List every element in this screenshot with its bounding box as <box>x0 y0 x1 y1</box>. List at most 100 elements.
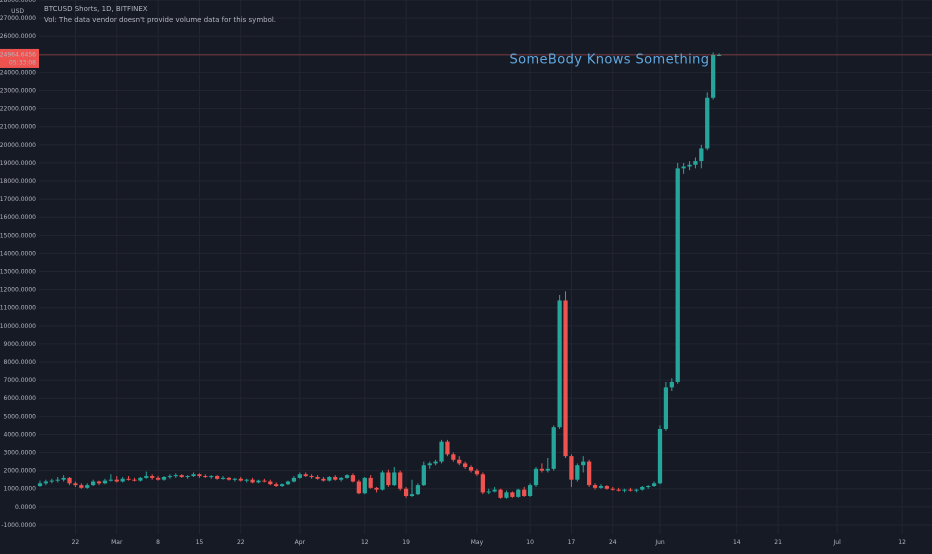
x-tick-label: 14 <box>733 539 741 546</box>
candle-body <box>215 476 220 479</box>
candles <box>37 52 722 499</box>
candle <box>132 477 137 482</box>
candle-body <box>569 456 574 480</box>
candle-body <box>315 476 320 479</box>
candle <box>705 92 710 151</box>
y-tick-label: 13000.0000 <box>0 269 36 276</box>
candle-body <box>232 478 237 480</box>
y-tick-label: 10000.0000 <box>0 323 36 330</box>
candle-body <box>138 477 143 481</box>
candle <box>409 479 415 497</box>
candle-body <box>203 476 208 478</box>
candle <box>640 486 645 491</box>
symbol-line[interactable]: BTCUSD Shorts, 1D, BITFINEX <box>44 5 148 13</box>
overlay: SomeBody Knows Something <box>39 53 932 68</box>
candle-body <box>463 463 468 468</box>
candle <box>120 476 125 483</box>
candle-body <box>480 474 485 493</box>
candle <box>37 480 43 487</box>
y-tick-label: 26000.0000 <box>0 33 36 40</box>
candle <box>646 485 651 489</box>
candle-body <box>374 487 379 490</box>
candle-body <box>303 474 308 477</box>
y-tick-label: 5000.0000 <box>4 413 37 420</box>
candle <box>350 473 356 483</box>
y-tick-label: 3000.0000 <box>4 450 37 457</box>
candle <box>209 475 214 479</box>
candle <box>67 476 72 486</box>
candle <box>61 475 66 482</box>
y-tick-label: 4000.0000 <box>4 431 37 438</box>
candle <box>516 488 521 498</box>
candle <box>587 459 592 487</box>
y-tick-label: 28000.0000 <box>0 0 36 4</box>
candle <box>114 476 119 483</box>
candle <box>592 483 598 490</box>
candle-body <box>486 491 491 493</box>
candle <box>651 481 657 487</box>
candle-body <box>256 480 261 483</box>
candle-body <box>539 468 545 471</box>
candle <box>439 439 444 464</box>
candle <box>49 478 54 484</box>
candle-body <box>179 475 184 477</box>
y-tick-label: 24000.0000 <box>0 69 36 76</box>
candle <box>244 478 249 483</box>
candle <box>711 52 716 100</box>
candle-body <box>516 489 521 497</box>
candle-body <box>91 481 96 486</box>
candle <box>427 461 432 469</box>
candle <box>557 295 562 430</box>
candle-body <box>167 476 173 478</box>
candle-body <box>675 168 680 382</box>
candle <box>598 484 604 489</box>
chart-annotation[interactable]: SomeBody Knows Something <box>509 53 709 68</box>
y-tick-label: 23000.0000 <box>0 88 36 95</box>
candle-body <box>693 161 698 165</box>
candle-body <box>651 483 657 487</box>
candle-body <box>102 480 108 484</box>
candle <box>315 475 320 480</box>
y-tick-label: 17000.0000 <box>0 196 36 203</box>
candle-body <box>333 476 338 480</box>
candle-body <box>173 475 178 477</box>
candle <box>569 454 574 487</box>
candle <box>362 476 367 495</box>
x-tick-label: Jul <box>833 539 842 546</box>
y-tick-label: 14000.0000 <box>0 250 36 257</box>
y-tick-label: 18000.0000 <box>0 178 36 185</box>
candle <box>215 475 220 480</box>
candle-body <box>344 475 350 478</box>
candle <box>297 472 302 479</box>
x-tick-label: 12 <box>898 539 906 546</box>
candle <box>474 468 480 477</box>
x-tick-label: 19 <box>402 539 410 546</box>
candle-body <box>380 472 385 490</box>
candle-body <box>474 470 480 475</box>
candle-body <box>581 461 586 466</box>
bar-countdown: 05:33:08 <box>9 59 36 66</box>
x-tick-label: Mar <box>111 539 123 546</box>
candle-body <box>79 485 84 488</box>
candle <box>102 478 108 485</box>
x-tick-label: 8 <box>156 539 160 546</box>
candle <box>533 467 539 487</box>
candle <box>480 472 485 495</box>
candle <box>43 479 49 486</box>
time-axis[interactable]: 22 Mar 8 15 22 Apr 12 19 May 10 17 24 Jun 14 21 Jul 12 <box>72 539 906 546</box>
candle-body <box>85 485 90 488</box>
candle-body <box>646 486 651 488</box>
price-axis[interactable]: -1000.0000 0.0000 1000.0000 2000.0000 3000.0… <box>0 0 39 529</box>
candle-body <box>43 481 49 484</box>
candle-body <box>527 485 533 496</box>
candle-body <box>498 489 503 498</box>
candle-body <box>161 476 167 480</box>
candle-body <box>687 164 692 167</box>
chart-legend: BTCUSD Shorts, 1D, BITFINEX Vol: The dat… <box>44 4 276 26</box>
candle <box>604 485 609 490</box>
y-tick-label: 8000.0000 <box>4 359 37 366</box>
candle <box>291 476 297 483</box>
candle-body <box>191 474 196 477</box>
